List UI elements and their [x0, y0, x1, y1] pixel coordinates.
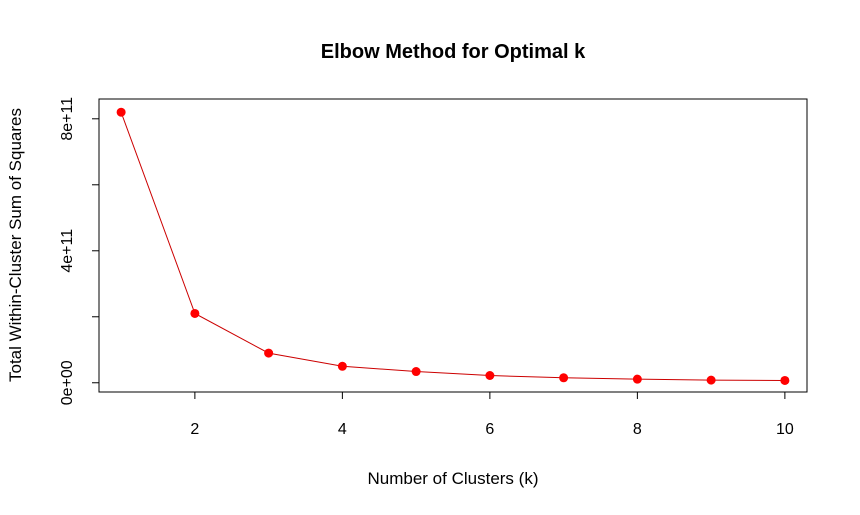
- plot-frame: [98, 98, 808, 393]
- y-tick-label: 4e+11: [59, 229, 76, 273]
- y-tick-label: 0e+00: [59, 360, 76, 405]
- x-tick-label: 10: [776, 421, 794, 438]
- data-point: [411, 367, 421, 377]
- x-axis: 2 4 6 8 10: [190, 391, 794, 438]
- y-axis-label: Total Within-Cluster Sum of Squares: [6, 108, 25, 382]
- x-tick-label: 6: [485, 421, 494, 438]
- y-axis: 0e+00 4e+11 8e+11: [59, 97, 100, 405]
- x-tick-label: 8: [633, 421, 642, 438]
- data-point: [706, 375, 716, 385]
- data-point: [559, 373, 569, 383]
- x-tick-label: 2: [190, 421, 199, 438]
- x-tick-label: 4: [338, 421, 347, 438]
- x-axis-label: Number of Clusters (k): [368, 469, 539, 488]
- series-group: [116, 107, 790, 385]
- data-point: [780, 375, 790, 385]
- data-point: [632, 374, 642, 384]
- data-point: [337, 361, 347, 371]
- data-point: [190, 308, 200, 318]
- data-point: [116, 107, 126, 117]
- series-line: [120, 112, 785, 381]
- data-point: [485, 371, 495, 381]
- chart-title: Elbow Method for Optimal k: [321, 41, 586, 63]
- y-tick-label: 8e+11: [59, 97, 76, 141]
- data-point: [264, 348, 274, 358]
